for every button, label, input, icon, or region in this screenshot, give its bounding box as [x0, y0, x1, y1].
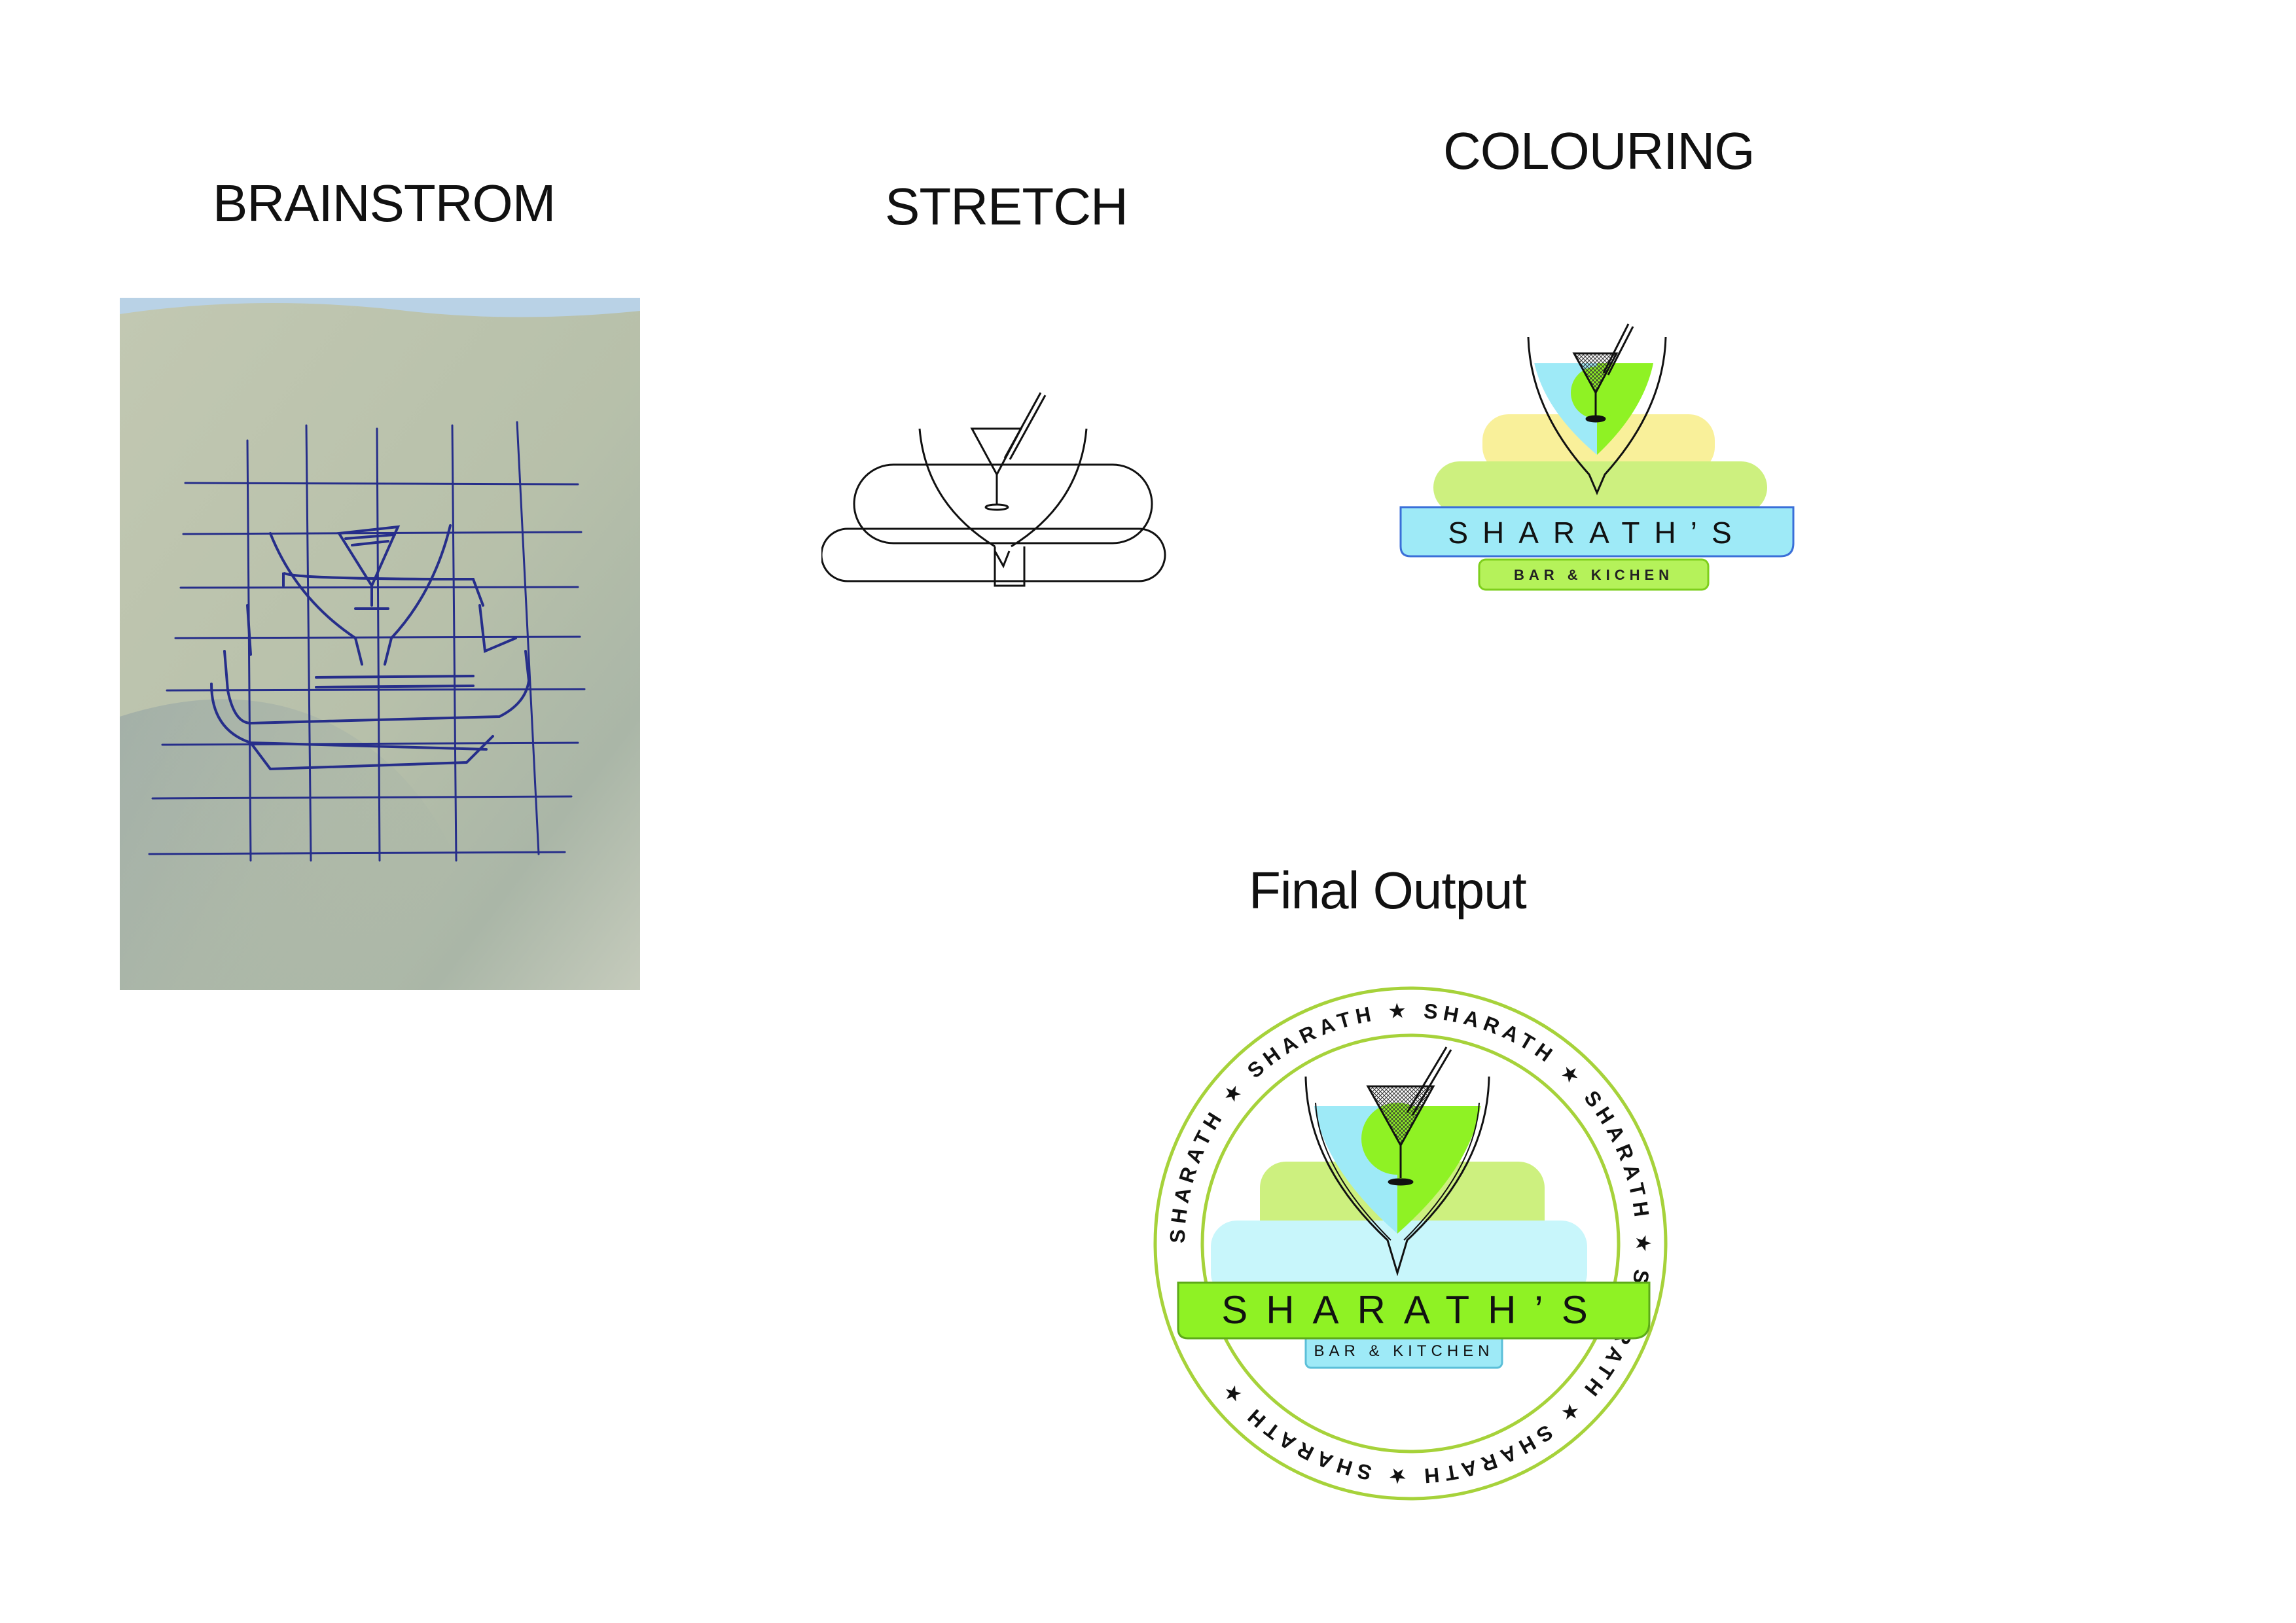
colouring-logo: SHARATH’S BAR & KICHEN [1381, 298, 1826, 618]
stretch-heading: STRETCH [885, 177, 1128, 237]
final-logo-name: SHARATH’S [1221, 1288, 1606, 1332]
brainstorm-sketch-photo [120, 298, 640, 990]
final-output-heading: Final Output [1249, 861, 1526, 921]
final-logo-tagline: BAR & KITCHEN [1314, 1342, 1494, 1360]
colouring-logo-tagline: BAR & KICHEN [1514, 567, 1674, 583]
colouring-logo-name: SHARATH’S [1448, 516, 1746, 550]
final-output-logo: SHARATH ★ SHARATH ★ SHARATH ★ SHARATH ★ … [1149, 982, 1672, 1505]
stretch-line-art [821, 308, 1175, 596]
colouring-heading: COLOURING [1443, 121, 1755, 181]
stretch-middle-rounded-bar [854, 465, 1152, 543]
brainstorm-heading: BRAINSTROM [213, 173, 555, 234]
